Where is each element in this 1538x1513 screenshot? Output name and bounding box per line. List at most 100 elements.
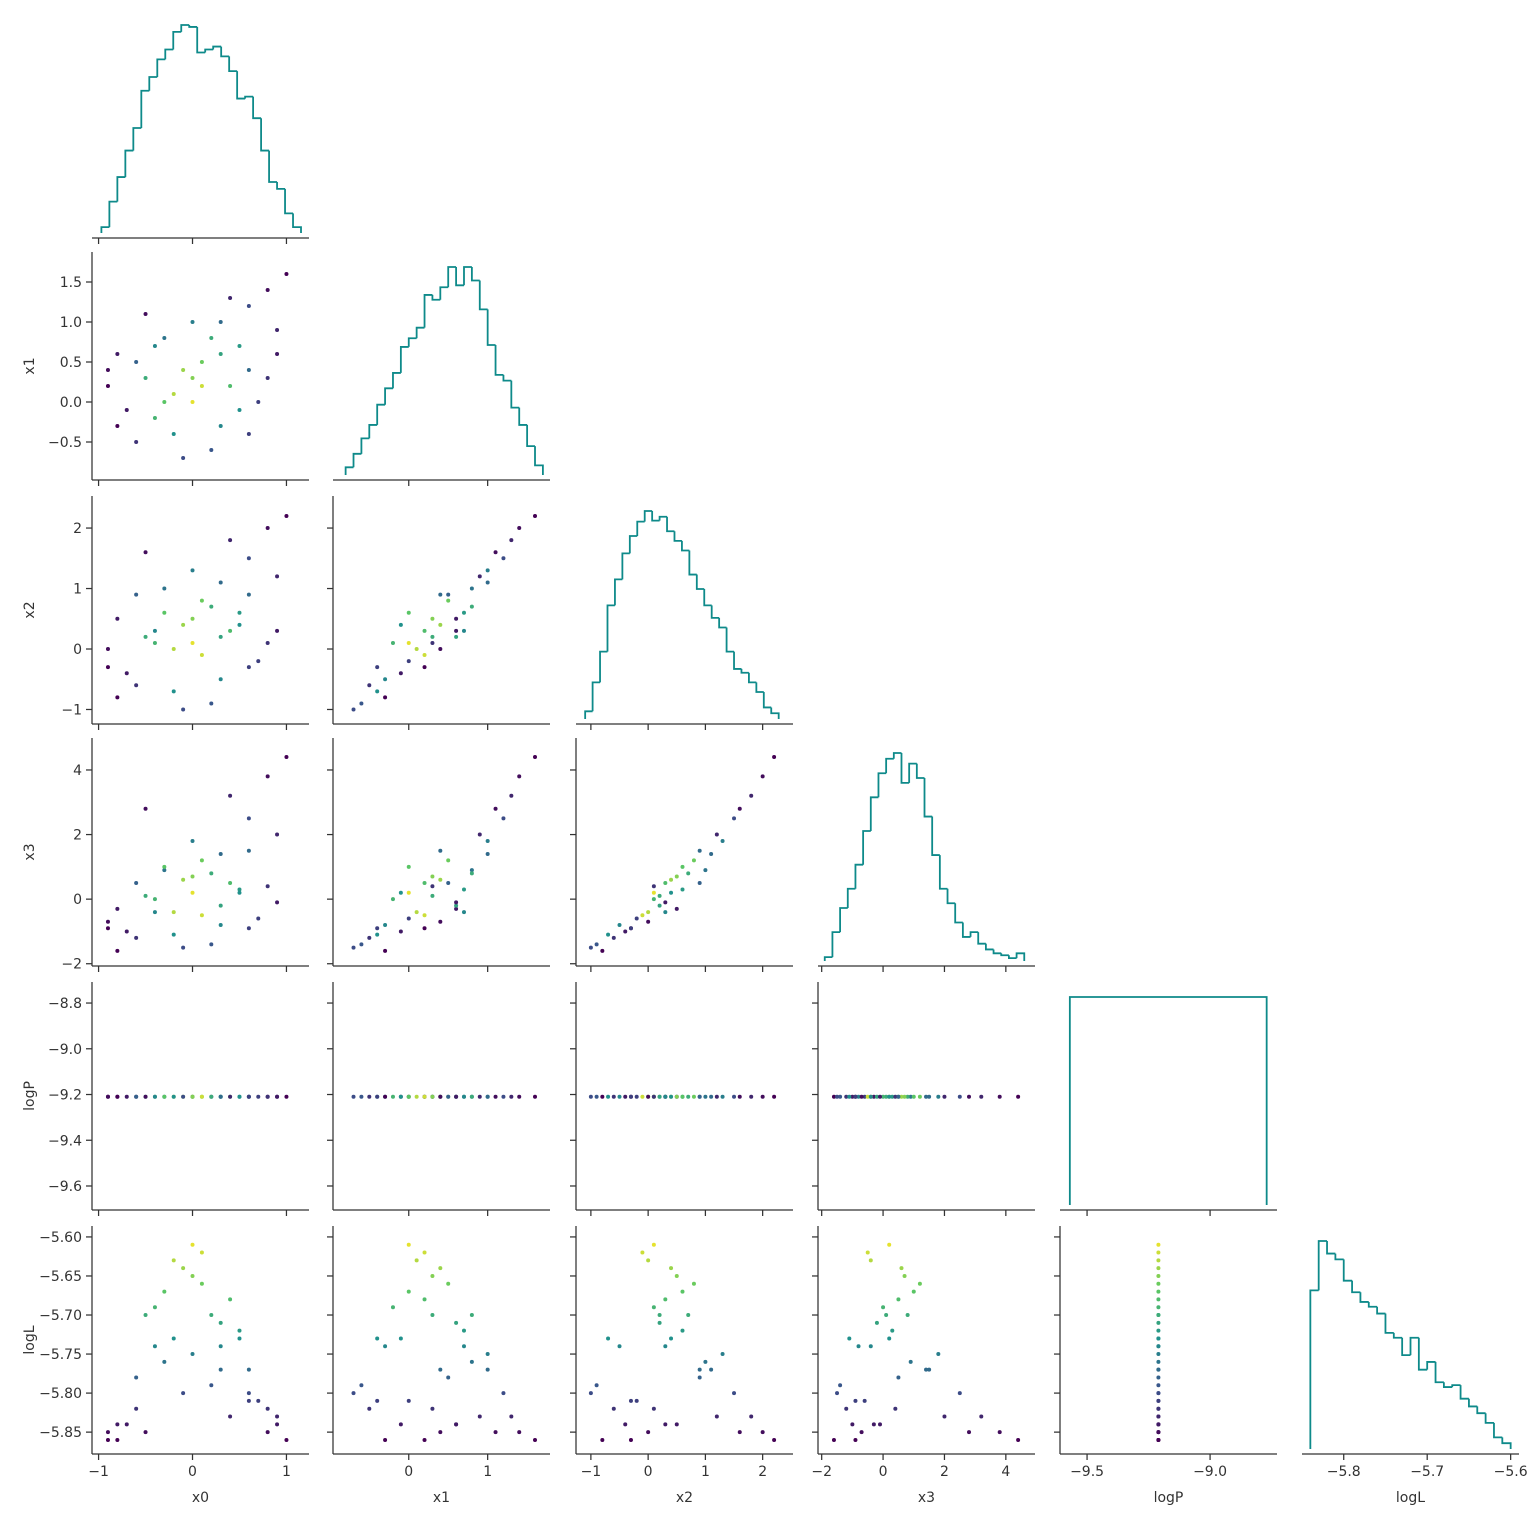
histogram-bin <box>384 387 393 405</box>
scatter-point <box>228 793 233 798</box>
x-tick-label: −2 <box>811 1464 832 1480</box>
scatter-point <box>275 628 280 633</box>
histogram-bin <box>666 516 675 533</box>
scatter-point <box>623 1094 628 1099</box>
y-tick-label: −1 <box>61 702 82 718</box>
scatter-point <box>835 1391 840 1396</box>
scatter-point <box>856 1344 861 1349</box>
scatter-point <box>844 1406 849 1411</box>
scatter-point <box>651 1094 656 1099</box>
y-tick-label: 1 <box>73 582 82 598</box>
x-axis-label: x0 <box>192 1490 209 1506</box>
y-tick-label: −5.70 <box>39 1308 82 1324</box>
histogram-bin <box>368 424 378 439</box>
histogram-bin <box>614 578 623 606</box>
scatter-point <box>831 1437 836 1442</box>
scatter-point <box>720 839 725 844</box>
scatter-point <box>406 1289 411 1294</box>
scatter-point <box>936 1094 941 1099</box>
scatter-point <box>646 910 651 915</box>
scatter-point <box>680 1289 685 1294</box>
scatter-point <box>246 432 251 436</box>
histogram-bin <box>1384 1313 1394 1334</box>
scatter-point <box>669 1266 674 1271</box>
scatter-point <box>871 1094 876 1099</box>
scatter-point <box>853 1437 858 1442</box>
scatter-point <box>134 1406 139 1411</box>
histogram-bin <box>755 682 764 693</box>
scatter-point <box>265 884 270 889</box>
histogram-bin <box>212 45 222 50</box>
scatter-point <box>509 1414 514 1419</box>
scatter-point <box>657 903 662 908</box>
scatter-point <box>105 1437 110 1442</box>
scatter-point <box>383 695 388 700</box>
scatter-point <box>1156 1437 1161 1442</box>
scatter-point <box>517 774 522 779</box>
histogram-bin <box>869 796 879 831</box>
histogram-bin <box>260 118 270 152</box>
x-tick-label: 2 <box>940 1464 949 1480</box>
scatter-point <box>600 1437 605 1442</box>
scatter-point <box>1156 1344 1161 1349</box>
scatter-point <box>868 1258 873 1263</box>
scatter-point <box>422 881 427 886</box>
panel <box>92 24 309 244</box>
scatter-point <box>398 1336 403 1341</box>
scatter-point <box>367 683 372 688</box>
panel <box>327 496 550 730</box>
scatter-point <box>237 1328 242 1333</box>
scatter-point <box>237 1336 242 1341</box>
scatter-point <box>720 1352 725 1357</box>
scatter-point <box>209 942 214 947</box>
panel <box>327 738 550 972</box>
panel: −9.5 −9.0 logP <box>1054 1226 1277 1506</box>
histogram-bin <box>1501 1437 1512 1449</box>
scatter-point <box>134 881 139 886</box>
scatter-point <box>533 1437 538 1442</box>
scatter-point <box>284 272 289 276</box>
histogram-bin <box>140 89 150 129</box>
scatter-point <box>533 1094 538 1099</box>
scatter-point <box>862 1398 867 1403</box>
panel <box>576 510 793 730</box>
scatter-point <box>237 408 242 412</box>
scatter-point <box>199 653 204 658</box>
scatter-point <box>737 1430 742 1435</box>
scatter-point <box>275 832 280 837</box>
scatter-point <box>152 344 157 348</box>
scatter-point <box>847 1094 852 1099</box>
histogram-bin <box>1309 1289 1319 1449</box>
histogram-bin <box>1000 953 1009 957</box>
histogram-bin <box>180 24 190 32</box>
histogram-bin <box>502 374 512 382</box>
scatter-point <box>246 848 251 853</box>
scatter-point <box>850 1422 855 1427</box>
scatter-point <box>651 1305 656 1310</box>
scatter-point <box>594 942 599 947</box>
scatter-point <box>461 887 466 892</box>
panel <box>570 738 793 972</box>
scatter-point <box>760 774 765 779</box>
scatter-point <box>430 884 435 889</box>
scatter-point <box>152 416 157 420</box>
scatter-point <box>646 1258 651 1263</box>
scatter-point <box>218 1094 223 1099</box>
scatter-point <box>414 1094 419 1099</box>
scatter-point <box>284 1094 289 1099</box>
scatter-point <box>720 1094 725 1099</box>
panel: −0.5 0.0 0.5 1.0 1.5 x1 <box>22 252 309 486</box>
scatter-point <box>143 634 148 639</box>
scatter-point <box>209 1313 214 1318</box>
scatter-point <box>228 628 233 633</box>
scatter-point <box>477 574 482 579</box>
histogram-bin <box>470 267 480 282</box>
scatter-point <box>485 580 490 585</box>
scatter-point <box>390 1305 395 1310</box>
scatter-point <box>1156 1414 1161 1419</box>
histogram-bin <box>854 863 864 889</box>
scatter-point <box>485 1094 490 1099</box>
scatter-point <box>218 352 223 356</box>
y-tick-label: 4 <box>73 763 82 779</box>
scatter-point <box>115 695 120 700</box>
